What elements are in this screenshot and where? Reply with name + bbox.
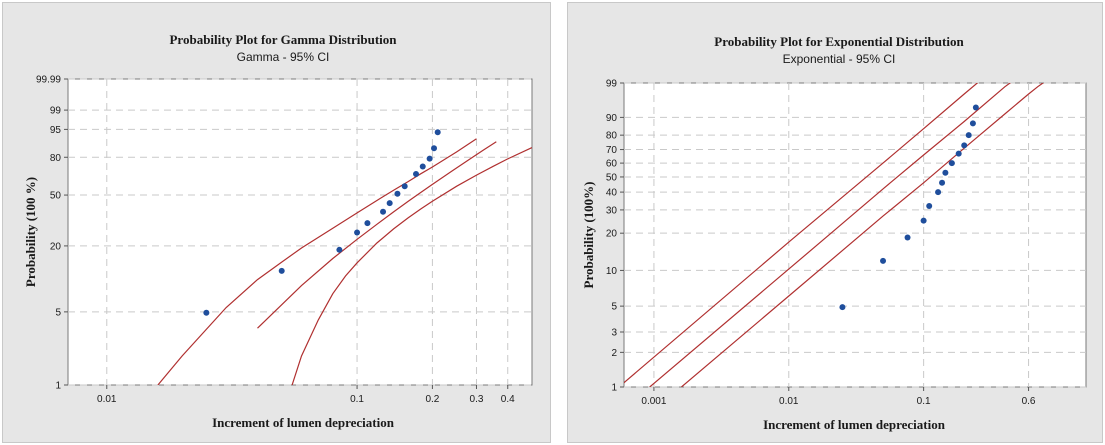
x-tick-label: 0.001 bbox=[641, 396, 666, 407]
x-tick-label: 0.01 bbox=[97, 394, 117, 405]
y-tick-label: 99.99 bbox=[36, 75, 61, 86]
y-axis-label: Probability (100%) bbox=[581, 181, 596, 288]
y-axis-label: Probability (100 %) bbox=[23, 177, 38, 287]
y-tick-label: 90 bbox=[606, 113, 618, 124]
y-tick-label: 99 bbox=[50, 106, 62, 117]
y-tick-label: 1 bbox=[611, 383, 617, 394]
data-point bbox=[880, 257, 887, 264]
chart-title: Probability Plot for Exponential Distrib… bbox=[714, 34, 964, 49]
data-point bbox=[386, 200, 393, 207]
x-tick-label: 0.4 bbox=[501, 394, 515, 405]
data-point bbox=[939, 179, 946, 186]
data-point bbox=[413, 170, 420, 177]
ci-upper-line bbox=[624, 83, 979, 384]
data-point bbox=[969, 120, 976, 127]
y-tick-label: 1 bbox=[55, 381, 61, 392]
data-point bbox=[431, 145, 438, 152]
data-point bbox=[926, 203, 933, 210]
fit-line bbox=[649, 83, 1012, 387]
data-point bbox=[955, 150, 962, 157]
exponential-chart-panel: Probability Plot for Exponential Distrib… bbox=[567, 2, 1103, 443]
y-tick-label: 40 bbox=[606, 188, 618, 199]
y-tick-label: 5 bbox=[55, 307, 61, 318]
x-tick-label: 0.3 bbox=[470, 394, 484, 405]
data-point bbox=[203, 309, 210, 316]
data-point bbox=[364, 220, 371, 227]
data-point bbox=[354, 229, 361, 236]
data-point bbox=[935, 189, 942, 196]
y-tick-label: 5 bbox=[611, 302, 617, 313]
gamma-chart-panel: Probability Plot for Gamma Distribution … bbox=[2, 2, 551, 443]
y-tick-label: 80 bbox=[606, 131, 618, 142]
y-tick-label: 80 bbox=[50, 153, 62, 164]
y-tick-label: 60 bbox=[606, 159, 618, 170]
data-point bbox=[965, 132, 972, 139]
x-tick-label: 0.1 bbox=[350, 394, 364, 405]
plot-area bbox=[623, 82, 1087, 388]
ci-lower-line bbox=[291, 147, 532, 385]
data-point bbox=[434, 129, 441, 136]
x-axis-label: Increment of lumen depreciation bbox=[763, 417, 946, 432]
data-point bbox=[904, 234, 911, 241]
fit-line bbox=[257, 141, 497, 329]
y-tick-label: 20 bbox=[606, 229, 618, 240]
y-tick-label: 3 bbox=[611, 327, 617, 338]
x-tick-label: 0.01 bbox=[779, 396, 799, 407]
x-tick-label: 0.1 bbox=[917, 396, 931, 407]
y-tick-label: 50 bbox=[50, 191, 62, 202]
data-point bbox=[419, 163, 426, 170]
gamma-probability-chart: Probability Plot for Gamma Distribution … bbox=[23, 32, 533, 430]
x-tick-label: 0.2 bbox=[425, 394, 439, 405]
data-point bbox=[394, 190, 401, 197]
chart-subtitle: Exponential - 95% CI bbox=[783, 52, 896, 66]
y-tick-label: 70 bbox=[606, 145, 618, 156]
data-point bbox=[401, 183, 408, 190]
data-point bbox=[426, 155, 433, 162]
data-point bbox=[920, 217, 927, 224]
chart-title: Probability Plot for Gamma Distribution bbox=[169, 32, 397, 47]
y-tick-label: 99 bbox=[606, 79, 618, 90]
data-point bbox=[380, 208, 387, 215]
x-axis-label: Increment of lumen depreciation bbox=[212, 415, 395, 430]
y-tick-label: 20 bbox=[50, 241, 62, 252]
y-tick-label: 95 bbox=[50, 125, 62, 136]
ci-upper-line bbox=[157, 138, 477, 385]
y-tick-label: 50 bbox=[606, 172, 618, 183]
y-tick-label: 2 bbox=[611, 348, 617, 359]
data-point bbox=[278, 267, 285, 274]
data-point bbox=[948, 160, 955, 167]
chart-subtitle: Gamma - 95% CI bbox=[237, 50, 330, 64]
data-point bbox=[839, 304, 846, 311]
plot-area bbox=[67, 78, 533, 386]
data-point bbox=[972, 104, 979, 111]
data-point bbox=[336, 246, 343, 253]
y-tick-label: 10 bbox=[606, 266, 618, 277]
data-point bbox=[942, 169, 949, 176]
x-tick-label: 0.6 bbox=[1022, 396, 1036, 407]
data-point bbox=[961, 142, 968, 149]
y-tick-label: 30 bbox=[606, 205, 618, 216]
exponential-probability-chart: Probability Plot for Exponential Distrib… bbox=[581, 34, 1087, 432]
